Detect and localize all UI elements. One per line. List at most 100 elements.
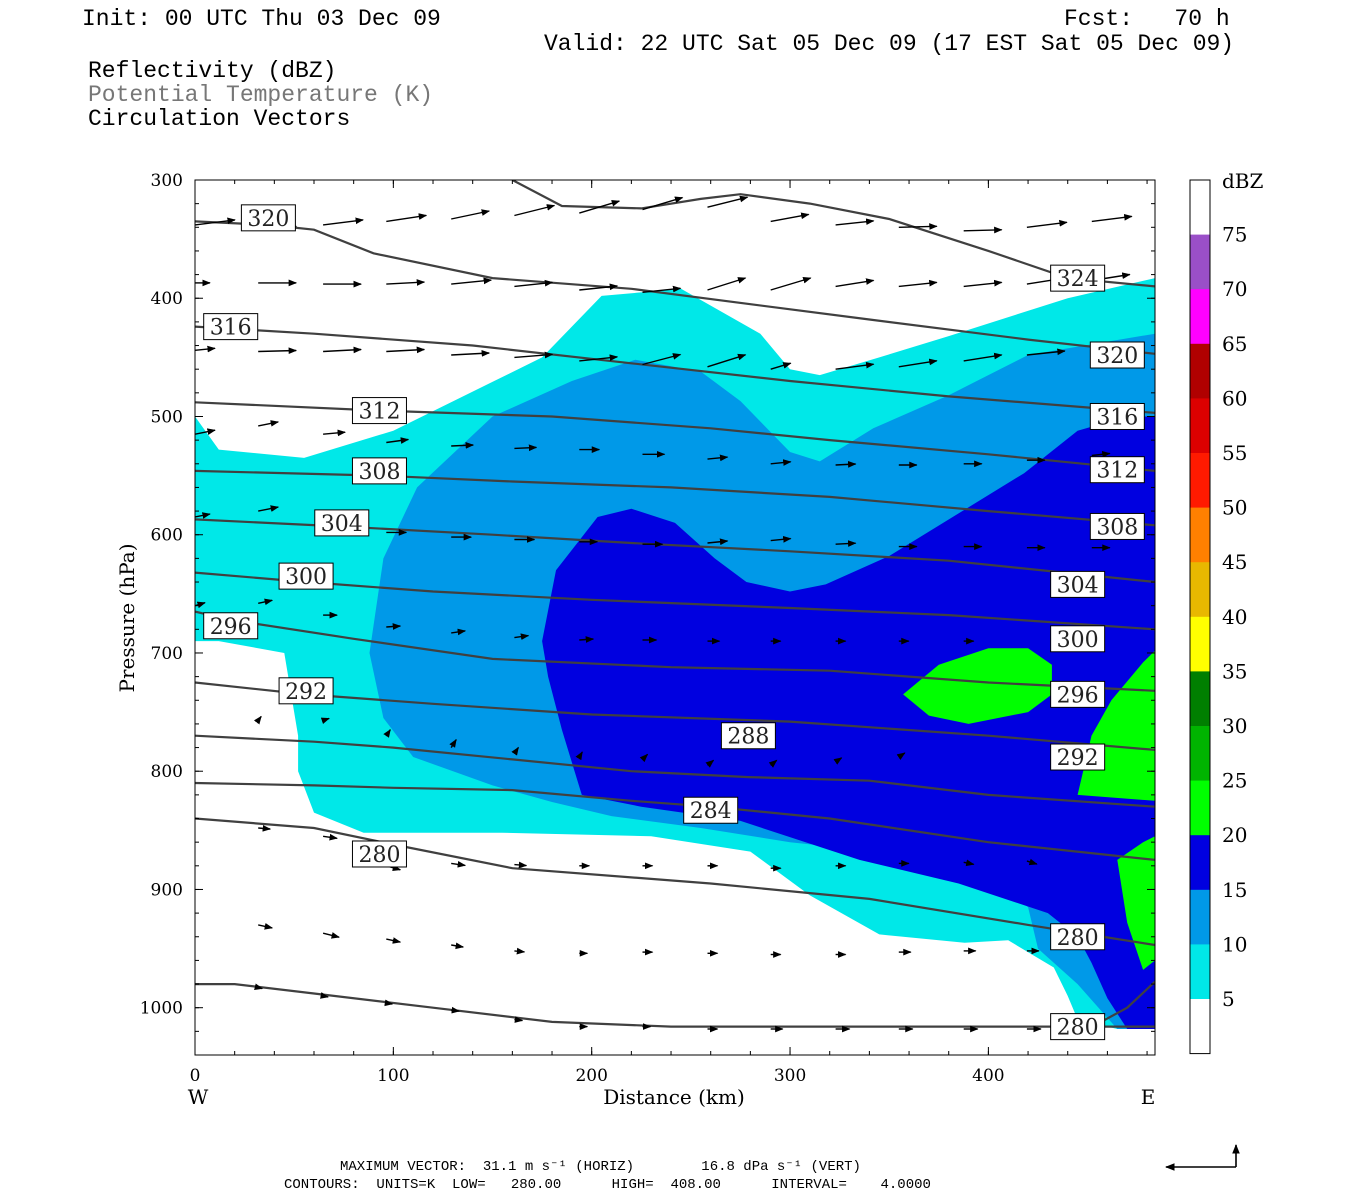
x-tick-label: 300	[774, 1066, 806, 1086]
theta-contour-288-2	[195, 734, 1155, 808]
circulation-vector	[449, 738, 457, 748]
x-axis-label: Distance (km)	[603, 1085, 745, 1109]
circulation-vector	[898, 223, 938, 230]
circulation-vector	[898, 358, 938, 368]
circulation-vector	[323, 429, 346, 437]
footer-contours: CONTOURS: UNITS=K LOW= 280.00 HIGH= 408.…	[284, 1177, 931, 1193]
circulation-vector	[514, 947, 526, 955]
forecast-hour: Fcst: 70 h	[1064, 6, 1230, 32]
circulation-vector	[258, 598, 274, 606]
circulation-vector	[384, 999, 394, 1007]
circulation-vector	[320, 717, 330, 724]
colorbar-frame	[1189, 179, 1211, 1055]
contour-label-box-316	[203, 313, 259, 341]
circulation-vector	[835, 218, 875, 226]
contour-label-292: 292	[285, 680, 327, 705]
contour-label-304: 304	[1057, 573, 1099, 598]
circulation-vector	[642, 196, 684, 211]
circulation-vector	[514, 1016, 524, 1023]
plot-frame	[194, 179, 1156, 1056]
colorbar-label: 20	[1222, 823, 1247, 847]
circulation-vector	[707, 353, 747, 368]
contour-label-box-308	[1089, 512, 1145, 540]
circulation-vector	[579, 636, 595, 643]
x-tick-label: 200	[575, 1066, 607, 1086]
circulation-vector	[705, 759, 715, 768]
contour-label-316: 316	[1096, 405, 1138, 430]
colorbar-swatch	[1190, 507, 1210, 563]
circulation-vector	[707, 454, 729, 462]
contour-label-box-300	[278, 562, 334, 590]
circulation-vector	[195, 345, 216, 353]
circulation-vector	[514, 204, 556, 217]
colorbar-swatch	[1190, 234, 1210, 290]
colorbar-label: 70	[1222, 277, 1247, 301]
circulation-vector	[451, 942, 465, 950]
circulation-vector	[579, 354, 619, 362]
contour-label-box-304	[314, 509, 370, 537]
colorbar-label: 15	[1222, 878, 1247, 902]
colorbar-swatch	[1190, 780, 1210, 836]
contour-label-box-280	[1050, 923, 1106, 951]
circulation-vector	[323, 217, 364, 226]
reflectivity-region-15dbz-2	[542, 416, 1155, 1029]
colorbar-label: 60	[1222, 386, 1247, 410]
circulation-vector	[707, 195, 749, 208]
init-time: Init: 00 UTC Thu 03 Dec 09	[82, 6, 441, 32]
contour-label-296: 296	[1057, 683, 1099, 708]
field-circulation-vectors: Circulation Vectors	[88, 106, 351, 132]
field-potential-temperature: Potential Temperature (K)	[88, 82, 434, 108]
circulation-vector	[770, 362, 792, 370]
colorbar-title: dBZ	[1222, 169, 1264, 193]
circulation-vector	[768, 759, 778, 768]
contour-label-320: 320	[247, 207, 289, 232]
colorbar-label: 30	[1222, 714, 1247, 738]
circulation-vector	[963, 352, 1003, 362]
circulation-vector	[258, 923, 274, 930]
colorbar-label: 75	[1222, 223, 1247, 247]
circulation-vector	[386, 937, 402, 944]
circulation-vector	[579, 200, 621, 214]
circulation-vector	[642, 285, 682, 293]
contour-label-280: 280	[358, 843, 400, 868]
circulation-vector	[1154, 218, 1155, 219]
x-tick-label: 400	[972, 1066, 1004, 1086]
circulation-vector	[833, 757, 843, 765]
contour-label-280: 280	[1057, 926, 1099, 951]
circulation-vector	[511, 746, 519, 756]
circulation-vector	[386, 213, 428, 223]
circulation-vector	[707, 538, 729, 546]
theta-contour-280-12	[195, 982, 1155, 1028]
contour-label-300: 300	[1057, 628, 1099, 653]
circulation-vector	[386, 279, 426, 286]
circulation-vector	[770, 459, 792, 466]
y-tick-label: 800	[151, 762, 183, 782]
contour-label-312: 312	[358, 400, 400, 425]
circulation-vector	[835, 461, 857, 468]
colorbar-swatch	[1190, 999, 1210, 1055]
circulation-vector	[770, 212, 810, 223]
x-end-left: W	[188, 1085, 209, 1109]
circulation-vector	[451, 861, 467, 868]
contour-label-296: 296	[210, 615, 252, 640]
colorbar-swatch	[1190, 835, 1210, 891]
circulation-vector	[1026, 219, 1068, 228]
colorbar-swatch	[1190, 562, 1210, 618]
contour-label-box-296	[203, 612, 259, 640]
circulation-vector	[386, 346, 426, 354]
circulation-vector	[383, 729, 391, 738]
theta-contour-284-1	[195, 781, 1155, 861]
contour-label-box-288	[720, 722, 776, 750]
colorbar-label: 35	[1222, 659, 1247, 683]
circulation-vector	[963, 279, 1003, 288]
theta-contour-324-11	[511, 180, 1155, 288]
circulation-vector	[253, 715, 262, 725]
circulation-vector	[195, 512, 211, 519]
y-tick-label: 600	[151, 526, 183, 546]
colorbar-label: 65	[1222, 332, 1247, 356]
contour-label-box-312	[1089, 456, 1145, 484]
colorbar-label: 40	[1222, 605, 1247, 629]
contour-label-292: 292	[1057, 746, 1099, 771]
colorbar-swatch	[1190, 616, 1210, 672]
contour-label-324: 324	[1057, 267, 1099, 292]
